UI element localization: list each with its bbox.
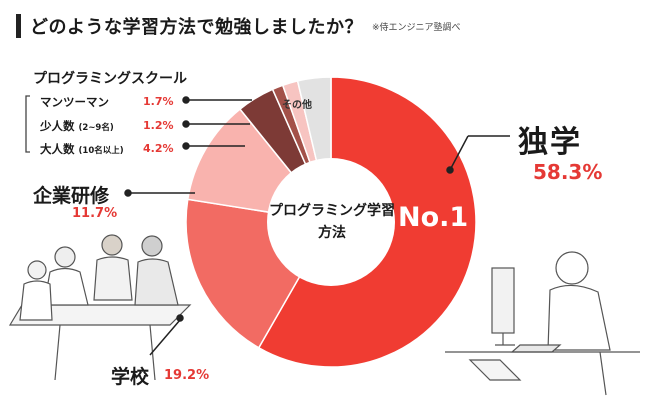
leader-dot-gakkou	[176, 314, 184, 322]
leader-dot-shouninzu	[182, 120, 190, 128]
sub-pct-daininzu: 4.2%	[143, 142, 174, 155]
sub-label-text: 少人数	[40, 119, 75, 133]
sub-label-manntuman: マンツーマン	[40, 94, 109, 110]
group-label: プログラミングスクール	[33, 71, 187, 87]
kigyou-pct: 11.7%	[72, 206, 118, 221]
kigyou-label: 企業研修	[33, 185, 110, 207]
meeting-illustration	[8, 234, 192, 381]
gakkou-label: 学校	[111, 366, 150, 388]
other-label: その他	[282, 100, 312, 111]
center-label: プログラミング学習方法	[269, 203, 395, 241]
leader-dot-dokugaku	[446, 166, 454, 174]
desk-worker-illustration	[445, 251, 640, 396]
leader-lines	[124, 96, 510, 356]
leader-gakkou	[149, 319, 181, 356]
title-accent-bar	[16, 14, 21, 38]
leader-dot-kigyou	[124, 189, 132, 197]
group-bracket	[25, 95, 30, 153]
gakkou-pct: 19.2%	[164, 368, 210, 383]
dokugaku-pct: 58.3%	[533, 160, 603, 184]
donut-hole	[267, 158, 395, 286]
sub-label-text: 大人数	[40, 142, 75, 156]
source-note: ※侍エンジニア塾調べ	[372, 23, 461, 33]
sub-label-shouninzu: 少人数 (2~9名)	[40, 118, 114, 134]
leader-dot-daininzu	[182, 142, 190, 150]
sub-pct-shouninzu: 1.2%	[143, 119, 174, 132]
sub-label-note: (2~9名)	[78, 123, 114, 133]
dokugaku-label: 独学	[518, 125, 582, 160]
sub-label-note: (10名以上)	[78, 146, 124, 156]
sub-label-text: マンツーマン	[40, 95, 109, 109]
rank-label: No.1	[398, 202, 469, 233]
sub-pct-manntuman: 1.7%	[143, 95, 174, 108]
chart-title: どのような学習方法で勉強しましたか？	[30, 17, 363, 38]
leader-dokugaku-1	[449, 135, 469, 171]
sub-label-daininzu: 大人数 (10名以上)	[40, 141, 124, 157]
leader-dot-manntuman	[182, 96, 190, 104]
